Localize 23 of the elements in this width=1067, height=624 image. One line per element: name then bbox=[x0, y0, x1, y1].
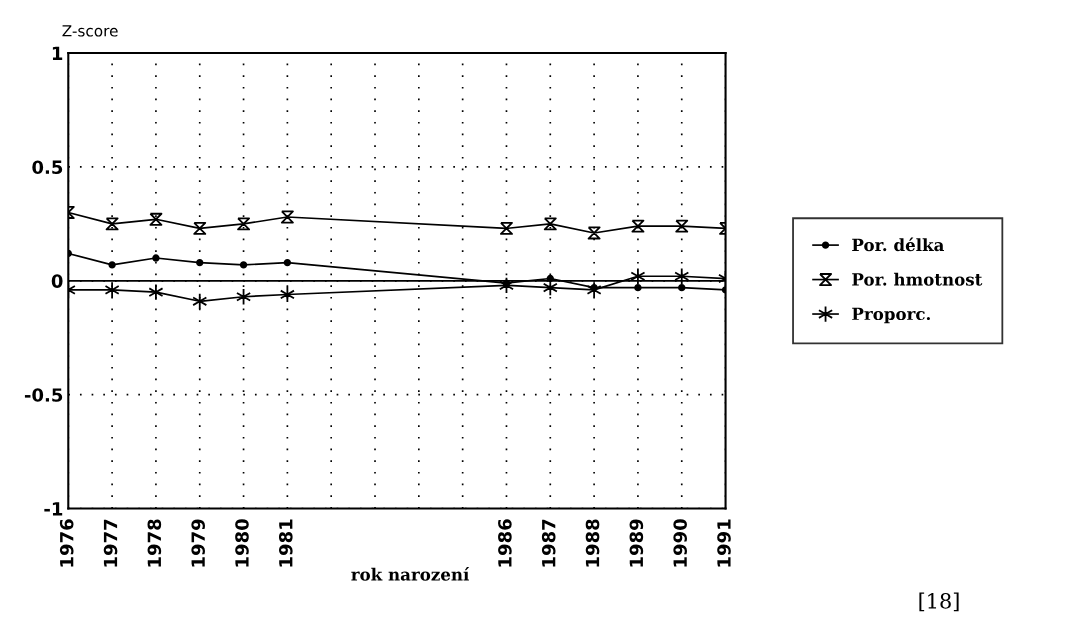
y-tick-label: 1 bbox=[52, 46, 63, 60]
x-tick-label: 1980 bbox=[235, 519, 249, 567]
x-tick-label: 1989 bbox=[629, 519, 644, 567]
text: [18] bbox=[919, 592, 959, 612]
x-tick-label: 1987 bbox=[541, 519, 556, 567]
y-tick-label: -0.5 bbox=[24, 388, 63, 402]
x-tick-label: 1990 bbox=[673, 519, 687, 567]
legend-label: Por. hmotnost bbox=[852, 272, 983, 286]
x-tick-label: 1979 bbox=[191, 519, 205, 567]
y-tick-label: 0 bbox=[51, 274, 63, 288]
legend-label: Proporc. bbox=[852, 307, 930, 324]
x-tick-label: 1981 bbox=[278, 519, 293, 567]
x-tick-label: 1978 bbox=[147, 519, 162, 567]
x-tick-label: 1977 bbox=[103, 519, 118, 567]
legend-label: Por. délka bbox=[852, 237, 945, 252]
y-tick-label: -1 bbox=[44, 502, 63, 516]
y-axis-title: Z-score bbox=[62, 25, 118, 37]
x-tick-label: 1976 bbox=[59, 519, 74, 567]
x-tick-label: 1988 bbox=[585, 519, 600, 567]
y-tick-label: 0.5 bbox=[32, 160, 63, 175]
x-tick-label: 1986 bbox=[498, 519, 512, 567]
x-axis-title: rok narození bbox=[351, 567, 470, 581]
x-tick-label: 1991 bbox=[717, 519, 731, 567]
